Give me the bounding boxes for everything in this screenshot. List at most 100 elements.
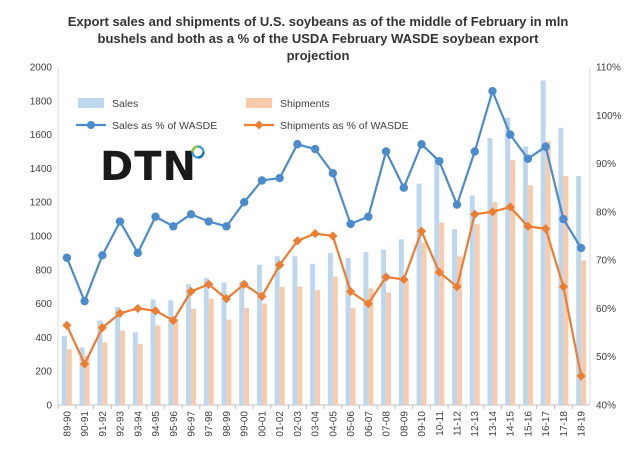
legend-sales-pct-marker (87, 121, 95, 129)
sales-pct-line (65, 87, 583, 305)
x-axis-tick-label: 93-94 (133, 411, 144, 437)
shipments-pct-point (221, 294, 232, 304)
sales-bar (79, 347, 85, 405)
sales-pct-point (523, 154, 533, 163)
sales-bar (381, 249, 387, 405)
x-axis-tick-label: 06-07 (364, 411, 375, 437)
x-axis-tick-label: 11-12 (453, 411, 464, 436)
shipments-pct-point (541, 224, 551, 234)
sales-pct-point (488, 86, 497, 96)
x-axis-tick-label: 99-00 (240, 411, 251, 437)
sales-bar (221, 282, 227, 405)
sales-bar (61, 335, 67, 405)
shipments-bar (581, 260, 587, 405)
shipments-bar (191, 308, 196, 405)
x-axis-tick-label: 08-09 (399, 411, 410, 437)
right-axis-tick-label: 100% (596, 111, 622, 122)
legend-shipments-pct-marker (254, 120, 264, 130)
chart-title: Export sales and shipments of U.S. soybe… (68, 14, 569, 63)
sales-bar (469, 195, 475, 405)
shipments-pct-point (328, 231, 338, 241)
left-axis-tick-label: 0 (46, 401, 52, 412)
shipments-pct-point (80, 359, 90, 369)
x-axis-tick-label: 18-19 (577, 411, 588, 437)
shipments-bar (226, 319, 232, 405)
sales-bar (452, 229, 457, 405)
x-axis-tick-label: 13-14 (488, 411, 499, 437)
bar-series (61, 80, 587, 406)
x-axis-tick-label: 90-91 (80, 411, 91, 437)
sales-pct-point (541, 142, 550, 151)
right-axis-tick-label: 60% (596, 304, 616, 315)
shipments-bar (173, 318, 179, 405)
x-axis-tick-label: 89-90 (62, 411, 73, 437)
sales-pct-point (328, 169, 338, 178)
shipments-bar (563, 176, 569, 405)
shipments-pct-point (505, 202, 515, 212)
left-axis-tick-label: 1200 (30, 198, 53, 209)
sales-pct-point (186, 210, 196, 219)
sales-bar (310, 263, 316, 405)
dtn-logo-swirl-icon (191, 145, 205, 159)
right-axis-tick-label: 50% (596, 352, 616, 363)
shipments-bar (297, 286, 303, 405)
shipments-bar (368, 288, 374, 405)
sales-pct-point (417, 140, 426, 149)
shipments-pct-point (292, 236, 302, 246)
left-axis-tick-label: 1800 (30, 96, 53, 107)
legend-sales-swatch (78, 98, 104, 108)
shipments-pct-point (558, 282, 568, 292)
chart-title-line-3: projection (287, 48, 350, 63)
sales-pct-point (98, 251, 107, 260)
shipments-bar (155, 325, 161, 405)
x-axis-tick-label: 91-92 (98, 411, 109, 437)
right-axis-tick-label: 70% (596, 256, 616, 267)
sales-pct-point (133, 248, 142, 258)
chart-title-line-2: bushels and both as a % of the USDA Febr… (98, 31, 540, 46)
left-axis-tick-label: 1400 (30, 164, 53, 175)
x-axis-tick-label: 05-06 (346, 411, 357, 437)
sales-pct-point (452, 200, 462, 209)
left-axis-tick-label: 1600 (30, 130, 53, 141)
shipments-bar (84, 355, 90, 405)
sales-pct-point (346, 219, 355, 229)
shipments-pct-point (399, 274, 409, 285)
sales-bar (239, 281, 245, 405)
sales-bar (363, 252, 369, 405)
left-axis-tick-label: 600 (35, 299, 52, 310)
sales-bar (576, 176, 582, 405)
sales-bar (398, 239, 404, 405)
sales-pct-point (381, 147, 391, 156)
sales-bar (150, 299, 156, 405)
sales-pct-point (506, 130, 515, 139)
right-axis-tick-label: 110% (596, 63, 621, 74)
shipments-pct-point (381, 272, 391, 282)
x-axis-tick-label: 94-95 (151, 411, 162, 437)
shipments-pct-point (257, 291, 267, 301)
shipments-bar (386, 292, 392, 405)
right-axis-tick-label: 80% (596, 207, 616, 218)
shipments-bar (102, 342, 108, 405)
shipments-bar (332, 276, 338, 405)
shipments-bar (279, 286, 285, 405)
shipments-bar (421, 242, 427, 405)
shipments-bar (315, 290, 321, 405)
sales-bar (186, 284, 191, 405)
sales-bar (345, 257, 351, 405)
x-axis-tick-label: 09-10 (417, 411, 428, 437)
shipments-bar (66, 349, 72, 405)
left-axis-tick-label: 2000 (30, 63, 53, 74)
sales-pct-point (435, 156, 444, 166)
shipments-pct-point (115, 308, 125, 318)
x-axis-tick-label: 07-08 (382, 411, 393, 437)
sales-pct-point (399, 183, 408, 192)
shipments-pct-point (310, 228, 320, 239)
x-axis-tick-label: 97-98 (204, 411, 215, 437)
shipments-bar (457, 256, 462, 405)
sales-pct-point (151, 212, 160, 221)
sales-bar (505, 117, 511, 405)
x-axis-tick-label: 10-11 (435, 411, 446, 436)
shipments-bar (492, 202, 498, 405)
right-axis-tick-label: 90% (596, 159, 616, 170)
sales-pct-point (62, 253, 72, 262)
